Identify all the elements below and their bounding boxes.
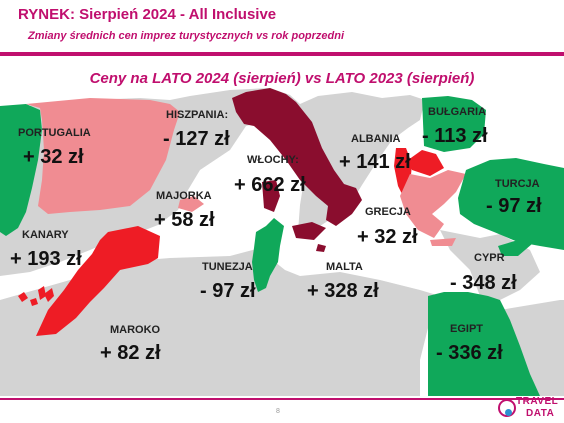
portugal-shape: [0, 104, 42, 236]
value-malta: + 328 zł: [307, 280, 379, 302]
value-bulgaria: - 113 zł: [422, 125, 488, 147]
footer-divider: [0, 398, 564, 400]
morocco-shape: [36, 226, 160, 336]
value-albania: + 141 zł: [339, 151, 411, 173]
label-turcja: TURCJA: [495, 178, 540, 190]
logo-text-data: DATA: [526, 408, 555, 419]
label-kanary: KANARY: [22, 229, 69, 241]
logo-dot-icon: [505, 409, 512, 416]
value-wlochy: + 662 zł: [234, 174, 306, 196]
label-grecja: GRECJA: [365, 206, 411, 218]
italy-shape: [232, 88, 362, 226]
north-macedonia-shape: [408, 150, 444, 176]
canary-island-4: [44, 288, 54, 302]
map-heading: Ceny na LATO 2024 (sierpień) vs LATO 202…: [89, 70, 475, 87]
value-tunezja: - 97 zł: [200, 280, 256, 302]
label-majorka: MAJORKA: [156, 190, 212, 202]
value-grecja: + 32 zł: [357, 226, 418, 248]
bulgaria-shape: [422, 96, 486, 152]
mediterranean-map: [0, 62, 564, 396]
label-wlochy: WŁOCHY:: [247, 154, 299, 166]
tunisia-shape: [252, 218, 284, 292]
value-hiszpania: - 127 zł: [163, 128, 230, 150]
label-hiszpania: HISZPANIA:: [166, 109, 229, 121]
label-maroko: MAROKO: [110, 324, 161, 336]
canary-island-3: [38, 286, 46, 300]
value-kanary: + 193 zł: [10, 248, 82, 270]
label-albania: ALBANIA: [351, 133, 401, 145]
canary-island-1: [18, 292, 28, 302]
value-majorka: + 58 zł: [154, 209, 215, 231]
slide-subtitle: Zmiany średnich cen imprez turystycznych…: [28, 30, 345, 42]
travel-data-logo: TRAVEL DATA: [498, 396, 564, 422]
logo-text-travel: TRAVEL: [516, 396, 559, 407]
sicily-shape: [292, 222, 326, 240]
land-north-africa: [0, 248, 440, 396]
slide-title: RYNEK: Sierpień 2024 - All Inclusive: [18, 6, 277, 23]
label-portugalia: PORTUGALIA: [18, 127, 91, 139]
turkey-shape: [458, 158, 564, 250]
label-bulgaria: BUŁGARIA: [428, 106, 487, 118]
malta-shape: [316, 244, 326, 252]
header-divider: [0, 52, 564, 56]
crete-shape: [430, 238, 456, 246]
value-maroko: + 82 zł: [100, 342, 161, 364]
spain-shape: [26, 98, 180, 214]
sardinia-shape: [262, 180, 280, 212]
label-egipt: EGIPT: [450, 323, 484, 335]
canary-island-2: [30, 298, 38, 306]
page-number: 8: [276, 408, 280, 415]
value-portugalia: + 32 zł: [23, 146, 84, 168]
label-cypr: CYPR: [474, 252, 505, 264]
value-cypr: - 348 zł: [450, 272, 517, 294]
mallorca-shape: [178, 196, 204, 212]
logo-ring-icon: [498, 399, 516, 417]
label-tunezja: TUNEZJA: [202, 261, 253, 273]
value-turcja: - 97 zł: [486, 195, 542, 217]
egypt-shape: [428, 292, 540, 396]
label-malta: MALTA: [326, 261, 363, 273]
value-egipt: - 336 zł: [436, 342, 503, 364]
cyprus-shape: [498, 240, 532, 256]
greece-shape: [400, 170, 466, 238]
